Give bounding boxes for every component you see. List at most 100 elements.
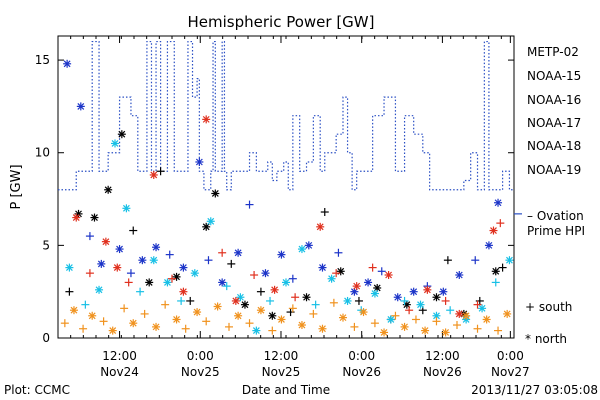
- point-noaa-19-south: [332, 269, 341, 278]
- x-tick-label-date: Nov26: [423, 365, 462, 379]
- x-tick-label-date: Nov27: [491, 365, 530, 379]
- point-noaa-16-south: [136, 287, 145, 296]
- point-noaa-19-south: [405, 306, 414, 315]
- point-noaa-16-north: [252, 326, 261, 335]
- timestamp: 2013/11/27 03:05:08: [471, 383, 598, 397]
- point-noaa-15-south: [85, 232, 94, 241]
- point-noaa-18-north: [462, 311, 471, 320]
- x-tick-label-date: Nov24: [100, 365, 139, 379]
- point-metp-02-north: [240, 300, 249, 309]
- point-noaa-16-north: [163, 278, 172, 287]
- point-noaa-18-north: [441, 328, 450, 337]
- point-noaa-18-north: [359, 308, 368, 317]
- point-noaa-15-north: [304, 241, 313, 250]
- y-tick-label: 5: [42, 238, 50, 252]
- y-tick-label: 10: [35, 146, 50, 160]
- point-noaa-16-north: [297, 245, 306, 254]
- point-noaa-18-north: [234, 311, 243, 320]
- point-noaa-18-north: [339, 313, 347, 322]
- point-noaa-16-north: [122, 204, 131, 213]
- plot-area: [57, 35, 522, 339]
- point-noaa-15-north: [76, 102, 85, 111]
- point-noaa-18-north: [421, 326, 430, 335]
- point-noaa-15-south: [471, 256, 480, 265]
- point-metp-02-north: [211, 189, 220, 198]
- point-noaa-15-north: [318, 263, 327, 272]
- legend-item-metp-02: METP-02: [527, 45, 579, 59]
- x-tick-labels: 12:00 Nov24 0:00 Nov25 12:00 Nov25 0:00 Nov26 12…: [100, 349, 529, 379]
- point-noaa-19-north: [149, 170, 158, 179]
- point-noaa-18-south: [181, 324, 190, 333]
- point-noaa-15-north: [234, 248, 243, 257]
- point-noaa-18-north: [256, 306, 265, 315]
- plot-frame: [57, 35, 515, 339]
- point-noaa-15-south: [288, 274, 297, 283]
- point-noaa-18-north: [277, 315, 286, 324]
- point-noaa-18-south: [432, 317, 441, 326]
- point-noaa-18-south: [60, 319, 69, 328]
- point-noaa-18-south: [120, 304, 129, 313]
- point-noaa-18-north: [318, 324, 327, 333]
- x-tick-label-time: 0:00: [497, 349, 524, 363]
- point-noaa-18-south: [79, 324, 88, 333]
- point-noaa-19-south: [441, 296, 450, 305]
- point-metp-02-north: [268, 311, 277, 320]
- point-metp-02-north: [117, 130, 126, 139]
- point-noaa-18-north: [400, 322, 409, 331]
- point-metp-02-south: [186, 296, 195, 305]
- point-noaa-16-north: [206, 217, 215, 226]
- point-noaa-15-north: [494, 198, 503, 207]
- point-noaa-18-south: [161, 300, 170, 309]
- point-noaa-18-south: [370, 319, 379, 328]
- point-noaa-16-south: [222, 282, 231, 291]
- point-noaa-15-south: [204, 256, 213, 265]
- point-noaa-19-north: [101, 237, 110, 246]
- legend-item-noaa-16: NOAA-16: [527, 93, 581, 107]
- y-tick-label: 15: [35, 53, 50, 67]
- point-metp-02-north: [336, 267, 345, 276]
- point-noaa-16-north: [327, 274, 336, 283]
- point-metp-02-south: [156, 167, 165, 176]
- point-noaa-18-north: [380, 328, 389, 337]
- data-points: [60, 59, 514, 337]
- point-noaa-18-north: [213, 302, 222, 311]
- point-noaa-18-south: [288, 304, 297, 313]
- point-noaa-16-north: [65, 263, 74, 272]
- point-noaa-16-north: [95, 285, 104, 294]
- point-noaa-18-south: [202, 317, 211, 326]
- point-noaa-18-north: [172, 315, 181, 324]
- point-noaa-15-south: [165, 250, 174, 259]
- point-noaa-15-north: [484, 241, 493, 250]
- point-noaa-16-south: [491, 278, 500, 287]
- point-noaa-16-south: [266, 296, 275, 305]
- point-noaa-19-south: [218, 248, 227, 257]
- point-noaa-15-south: [126, 269, 135, 278]
- legend-marker-north: * north: [525, 332, 567, 346]
- legend-marker-south: + south: [525, 300, 572, 314]
- y-tick-label: 0: [42, 331, 50, 345]
- legend: METP-02 NOAA-15 NOAA-16 NOAA-17 NOAA-18 …: [525, 45, 585, 346]
- point-noaa-19-north: [202, 115, 211, 124]
- point-noaa-19-north: [316, 222, 325, 231]
- ovation-line: [58, 40, 514, 191]
- point-noaa-18-north: [152, 322, 161, 331]
- point-noaa-16-north: [505, 256, 514, 265]
- point-noaa-18-north: [129, 319, 138, 328]
- point-noaa-16-north: [416, 300, 425, 309]
- point-noaa-15-south: [377, 267, 386, 276]
- point-metp-02-north: [172, 272, 181, 281]
- point-noaa-16-north: [111, 139, 119, 148]
- point-noaa-18-south: [391, 311, 400, 320]
- point-noaa-15-north: [152, 243, 161, 252]
- point-noaa-18-south: [453, 321, 461, 330]
- point-noaa-18-south: [329, 298, 338, 307]
- point-noaa-19-south: [250, 271, 259, 280]
- x-tick-label-date: Nov26: [342, 365, 381, 379]
- point-noaa-19-south: [368, 263, 377, 272]
- point-noaa-15-north: [63, 59, 72, 68]
- point-noaa-16-north: [478, 304, 487, 313]
- point-noaa-15-north: [195, 157, 204, 166]
- point-noaa-19-north: [352, 282, 361, 291]
- point-noaa-18-south: [411, 315, 420, 324]
- legend-item-noaa-15: NOAA-15: [527, 69, 581, 83]
